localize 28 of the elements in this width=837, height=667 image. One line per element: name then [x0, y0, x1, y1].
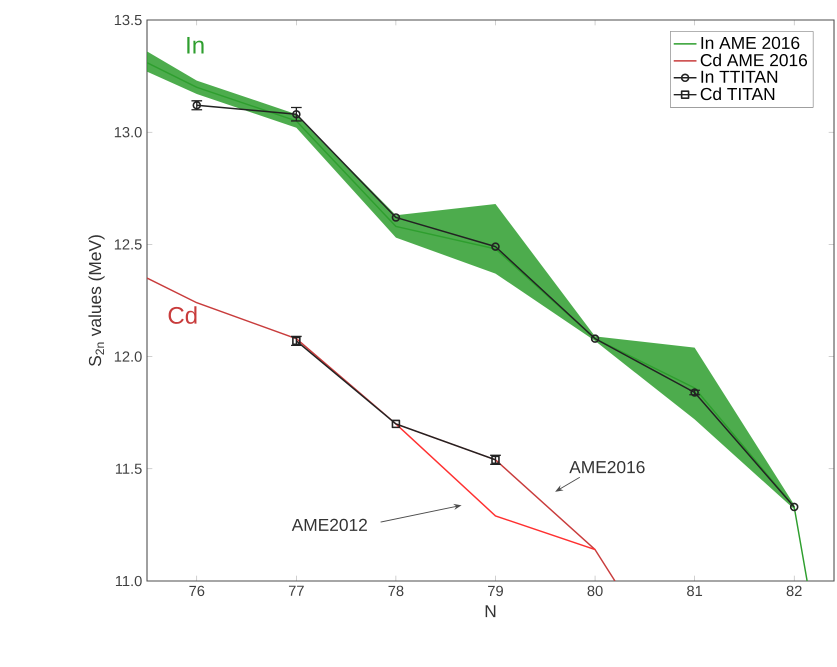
x-tick-label: 82 — [786, 586, 802, 596]
y-tick-label: 13.0 — [114, 127, 142, 138]
point — [392, 213, 400, 222]
legend-label: Cd TITAN — [700, 87, 774, 100]
x-tick-label: 76 — [189, 586, 204, 596]
annotation: Cd — [168, 306, 197, 324]
y-tick-label: 11.5 — [116, 464, 142, 474]
point — [590, 334, 600, 343]
y-tick-label: 13.5 — [114, 14, 142, 26]
point — [392, 420, 400, 428]
x-tick-label: 80 — [588, 586, 603, 596]
legend-label: Cd AME 2016 — [700, 54, 808, 66]
y-axis-title: S$_{2n}$ values (MeV) — [88, 235, 105, 366]
x-tick-label: 77 — [288, 586, 304, 596]
x-tick-label: 81 — [687, 586, 702, 596]
y-tick-label: 11.0 — [116, 576, 142, 586]
annotation: In — [187, 36, 204, 54]
x-tick-label: 78 — [388, 586, 404, 596]
x-axis-title: N — [486, 605, 496, 618]
point — [491, 242, 500, 251]
legend-label: In AME 2016 — [702, 36, 800, 50]
annotation: AME2016 — [569, 460, 645, 474]
legend-label: In TTITAN — [702, 70, 778, 83]
y-tick-label: 12.5 — [114, 239, 142, 250]
annotation: AME2012 — [292, 518, 367, 532]
point — [690, 388, 699, 397]
y-tick-label: 12.0 — [114, 351, 142, 362]
x-tick-label: 79 — [488, 586, 503, 596]
